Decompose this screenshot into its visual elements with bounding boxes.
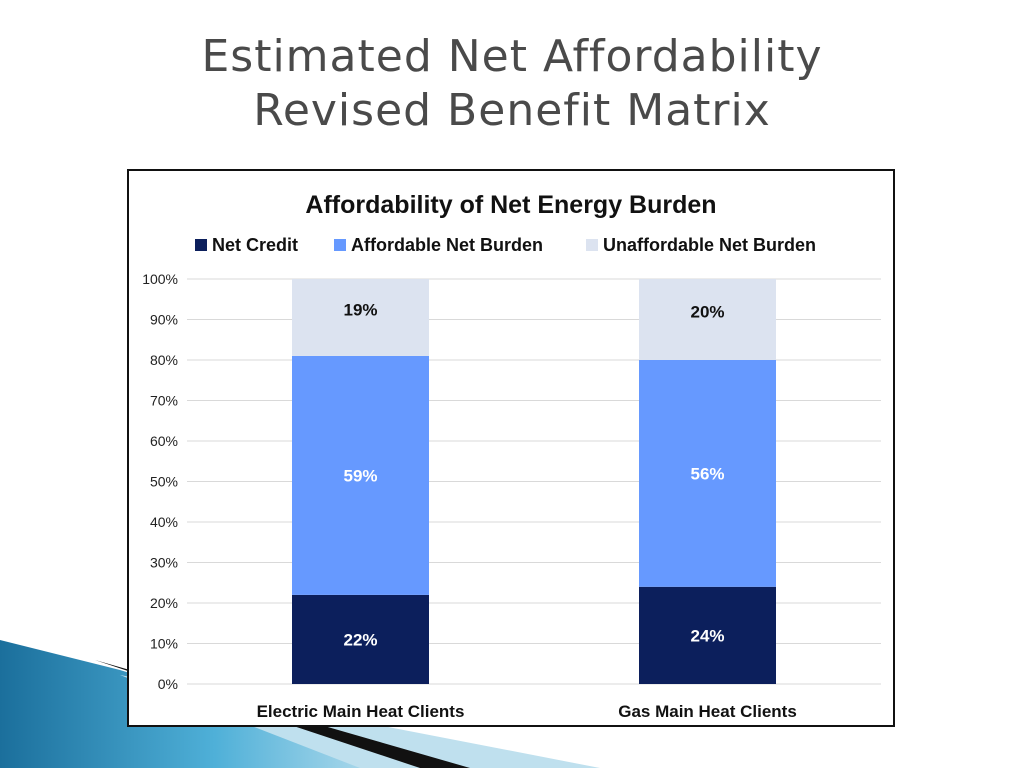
chart-frame: Affordability of Net Energy Burden Net C… — [127, 169, 895, 727]
bar-segment-2-3 — [639, 279, 776, 360]
bars — [292, 279, 776, 684]
y-tick-label: 50% — [150, 474, 178, 490]
legend-label-3: Unaffordable Net Burden — [603, 235, 816, 255]
y-tick-label: 80% — [150, 352, 178, 368]
y-tick-label: 90% — [150, 312, 178, 328]
gridlines — [187, 278, 881, 685]
y-axis: 0% 10% 20% 30% 40% 50% 60% 70% 80% 90% 100% — [142, 271, 178, 692]
legend-label-2: Affordable Net Burden — [351, 235, 543, 255]
x-axis: Electric Main Heat Clients Gas Main Heat … — [257, 702, 797, 721]
data-label-1-3: 19% — [343, 300, 377, 319]
legend-label-1: Net Credit — [212, 235, 298, 255]
x-category-label-1: Electric Main Heat Clients — [257, 702, 465, 721]
legend-swatch-2 — [334, 239, 346, 251]
legend-swatch-3 — [586, 239, 598, 251]
bar-segment-1-1 — [292, 594, 429, 684]
chart-title: Affordability of Net Energy Burden — [305, 191, 716, 219]
bar-segment-2-1 — [639, 586, 776, 684]
y-tick-label: 10% — [150, 636, 178, 652]
data-label-2-1: 24% — [690, 626, 724, 645]
bar-segment-1-2 — [292, 355, 429, 595]
y-tick-label: 0% — [158, 676, 178, 692]
legend: Net Credit Affordable Net Burden Unafforda… — [195, 235, 816, 255]
bar-segment-2-2 — [639, 360, 776, 587]
legend-swatch-1 — [195, 239, 207, 251]
slide-title-line2: Revised Benefit Matrix — [253, 85, 771, 136]
data-label-1-1: 22% — [343, 630, 377, 649]
slide-title-line1: Estimated Net Affordability — [201, 31, 823, 82]
y-tick-label: 60% — [150, 433, 178, 449]
data-label-1-2: 59% — [343, 466, 377, 485]
y-tick-label: 100% — [142, 271, 178, 287]
data-label-2-3: 20% — [690, 303, 724, 322]
x-category-label-2: Gas Main Heat Clients — [618, 702, 797, 721]
y-tick-label: 70% — [150, 393, 178, 409]
y-tick-label: 20% — [150, 595, 178, 611]
data-label-2-2: 56% — [690, 464, 724, 483]
y-tick-label: 30% — [150, 555, 178, 571]
y-tick-label: 40% — [150, 514, 178, 530]
slide-title: Estimated Net Affordability Revised Bene… — [0, 30, 1024, 138]
bar-segment-1-3 — [292, 279, 429, 356]
data-labels: 22% 59% 19% 24% 56% 20% — [343, 300, 724, 649]
chart: Affordability of Net Energy Burden Net C… — [142, 191, 881, 721]
